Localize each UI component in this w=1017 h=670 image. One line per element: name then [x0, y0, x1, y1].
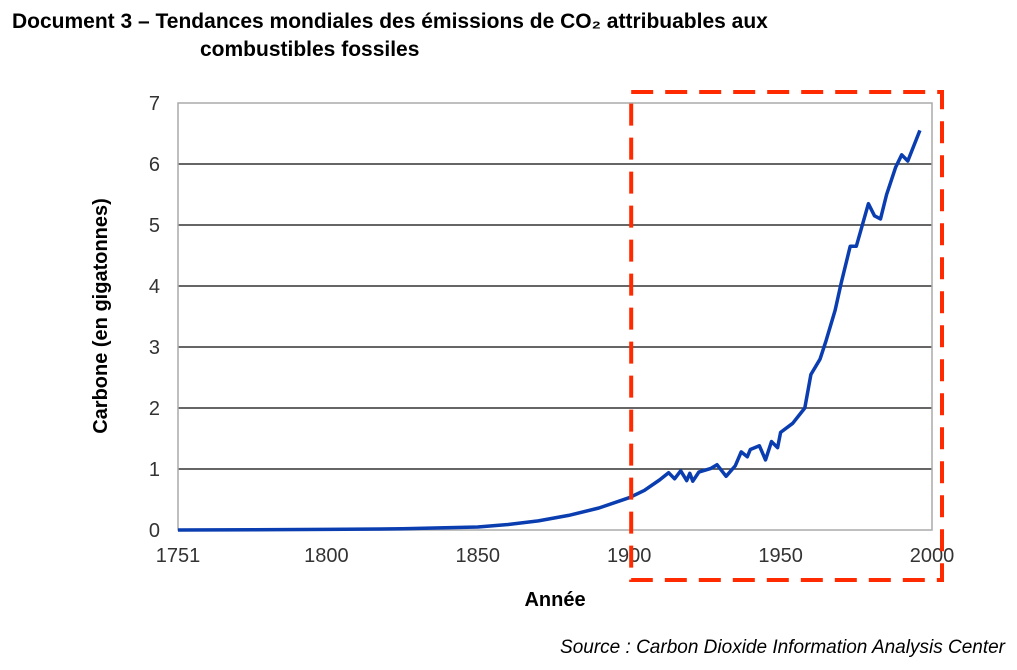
x-tick-label: 1850	[456, 545, 501, 567]
source-caption: Source : Carbon Dioxide Information Anal…	[560, 637, 1005, 658]
title-line-2: combustibles fossiles	[200, 38, 420, 61]
x-tick-label: 1800	[304, 545, 349, 567]
x-tick-label: 1751	[156, 545, 201, 567]
x-tick-label: 1950	[758, 545, 803, 567]
y-tick-label: 7	[149, 93, 160, 115]
y-tick-label: 0	[149, 520, 160, 542]
title-line-1: Document 3 – Tendances mondiales des émi…	[12, 10, 768, 33]
y-tick-label: 5	[149, 215, 160, 237]
y-tick-label: 1	[149, 459, 160, 481]
y-tick-label: 6	[149, 154, 160, 176]
y-axis-label: Carbone (en gigatonnes)	[90, 198, 112, 434]
y-tick-label: 2	[149, 398, 160, 420]
y-tick-label: 4	[149, 276, 160, 298]
y-tick-label: 3	[149, 337, 160, 359]
plot-frame	[177, 102, 933, 531]
chart-title: Document 3 – Tendances mondiales des émi…	[12, 8, 768, 64]
x-axis-label: Année	[524, 589, 585, 611]
x-tick-label: 2000	[910, 545, 955, 567]
highlight-box-1900-2000	[629, 90, 945, 582]
series-line-carbone	[177, 129, 922, 532]
